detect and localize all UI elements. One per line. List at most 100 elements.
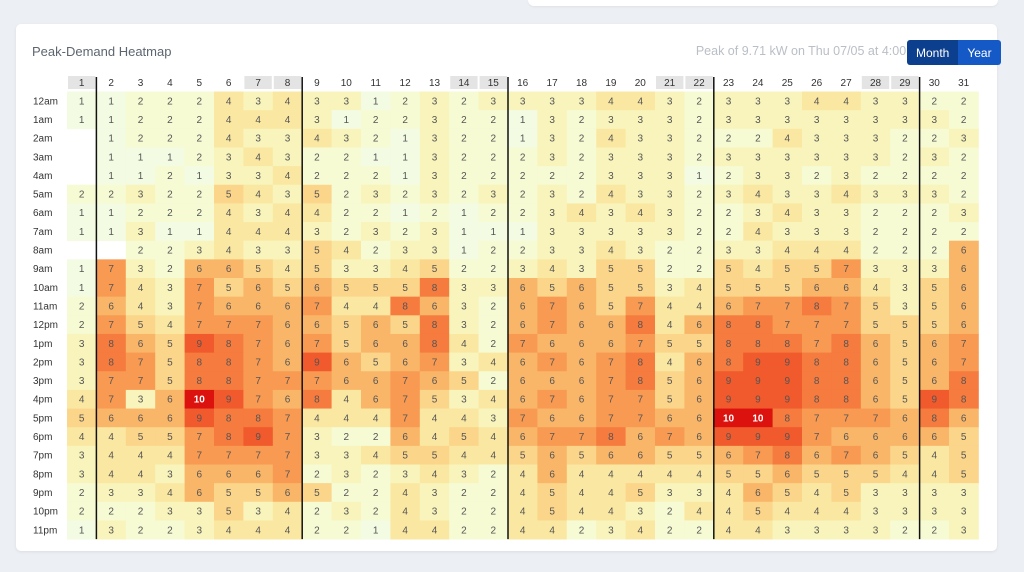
heatmap-cell [155, 371, 185, 391]
heatmap-cell [537, 166, 568, 186]
cell-value: 2 [755, 134, 761, 145]
cell-value: 1 [491, 227, 497, 238]
heatmap-cell [802, 184, 832, 204]
heatmap-cell [272, 278, 303, 298]
heatmap-cell [508, 352, 538, 372]
heatmap-cell [125, 427, 156, 447]
heatmap-cell [919, 259, 950, 279]
heatmap-cell [890, 91, 920, 111]
heatmap-cell [243, 333, 274, 353]
heatmap-cell [949, 91, 979, 111]
heatmap-cell [419, 278, 450, 298]
day-label: 22 [694, 78, 706, 89]
cell-value: 3 [667, 134, 673, 145]
heatmap-cell [390, 203, 421, 223]
cell-value: 5 [373, 283, 379, 294]
heatmap-cell [596, 91, 626, 111]
cell-value: 7 [785, 320, 791, 331]
cell-value: 5 [638, 283, 644, 294]
cell-value: 2 [726, 134, 732, 145]
heatmap-cell [272, 240, 303, 260]
cell-value: 6 [549, 451, 555, 462]
heatmap-cell [331, 203, 362, 223]
cell-value: 7 [755, 301, 761, 312]
cell-value: 4 [491, 451, 497, 462]
heatmap-cell [566, 445, 597, 465]
cell-value: 4 [491, 432, 497, 443]
heatmap-cell [772, 445, 803, 465]
cell-value: 3 [843, 171, 849, 182]
heatmap-cell [214, 389, 244, 409]
heatmap-cell [361, 427, 391, 447]
heatmap-cell [596, 315, 626, 335]
heatmap-cell [625, 91, 656, 111]
heatmap-cell [478, 128, 509, 148]
heatmap-cell [155, 91, 185, 111]
cell-value: 6 [344, 376, 350, 387]
cell-value: 5 [402, 283, 408, 294]
cell-value: 6 [549, 376, 555, 387]
cell-value: 2 [197, 152, 203, 163]
heatmap-cell [184, 240, 215, 260]
heatmap-cell [713, 240, 744, 260]
heatmap-cell [96, 184, 127, 204]
cell-value: 3 [344, 507, 350, 518]
cell-value: 2 [79, 190, 85, 201]
cell-value: 6 [726, 301, 732, 312]
cell-value: 2 [314, 525, 320, 536]
cell-value: 9 [314, 357, 320, 368]
heatmap-cell [390, 464, 421, 484]
heatmap-cell [508, 520, 538, 540]
cell-value: 6 [608, 451, 614, 462]
heatmap-cell [96, 445, 127, 465]
cell-value: 3 [843, 208, 849, 219]
heatmap-cell [949, 371, 979, 391]
heatmap-cell [214, 296, 244, 316]
cell-value: 3 [461, 301, 467, 312]
heatmap-cell [419, 333, 450, 353]
month-button[interactable]: Month [907, 40, 959, 65]
heatmap-cell [566, 259, 597, 279]
cell-value: 8 [226, 357, 232, 368]
cell-value: 7 [549, 301, 555, 312]
heatmap-cell [243, 464, 274, 484]
cell-value: 3 [344, 451, 350, 462]
cell-value: 8 [814, 376, 820, 387]
cell-value: 4 [579, 488, 585, 499]
heatmap-cell [566, 110, 597, 130]
cell-value: 7 [873, 413, 879, 424]
heatmap-cell [713, 520, 744, 540]
heatmap-cell [96, 166, 127, 186]
heatmap-cell [272, 315, 303, 335]
cell-value: 5 [902, 451, 908, 462]
heatmap-cell [155, 501, 185, 521]
cell-value: 3 [432, 227, 438, 238]
hour-label: 11pm [33, 525, 57, 536]
heatmap-cell [272, 259, 303, 279]
cell-value: 1 [520, 115, 526, 126]
heatmap-cell [449, 184, 479, 204]
cell-value: 2 [961, 115, 967, 126]
cell-value: 2 [138, 246, 144, 257]
cell-value: 7 [108, 395, 114, 406]
heatmap-cell [890, 333, 920, 353]
cell-value: 4 [667, 320, 673, 331]
cell-value: 6 [285, 339, 291, 350]
cell-value: 3 [843, 152, 849, 163]
heatmap-cell [949, 445, 979, 465]
heatmap-cell [537, 445, 568, 465]
cell-value: 8 [197, 376, 203, 387]
heatmap-cell [772, 128, 803, 148]
cell-value: 4 [579, 469, 585, 480]
heatmap-cell [831, 445, 862, 465]
cell-value: 6 [285, 320, 291, 331]
year-button[interactable]: Year [958, 40, 1001, 65]
heatmap-cell [831, 427, 862, 447]
cell-value: 5 [461, 432, 467, 443]
cell-value: 6 [373, 320, 379, 331]
cell-value: 4 [285, 525, 291, 536]
heatmap-cell [449, 278, 479, 298]
heatmap-cell [125, 520, 156, 540]
heatmap-cell [214, 427, 244, 447]
cell-value: 4 [638, 525, 644, 536]
